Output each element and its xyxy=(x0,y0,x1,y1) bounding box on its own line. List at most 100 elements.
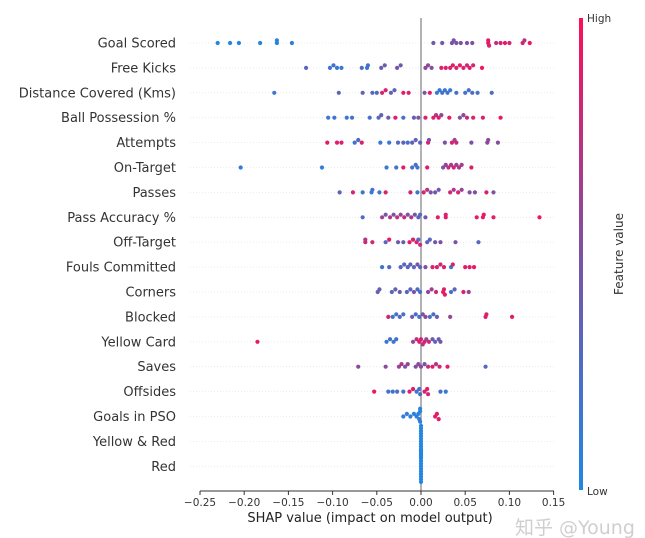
shap-point xyxy=(344,115,349,120)
shap-point xyxy=(445,364,450,369)
shap-point xyxy=(384,339,389,344)
shap-point xyxy=(425,240,430,245)
shap-point xyxy=(379,113,384,118)
shap-point xyxy=(486,43,492,48)
feature-label: Saves xyxy=(137,360,176,375)
shap-point xyxy=(395,215,400,220)
shap-point xyxy=(415,165,420,170)
shap-point xyxy=(443,389,448,394)
shap-point xyxy=(215,40,220,46)
shap-point xyxy=(384,165,389,170)
shap-point xyxy=(427,237,432,242)
shap-point xyxy=(425,187,430,192)
shap-point xyxy=(434,265,440,270)
shap-point xyxy=(411,115,417,120)
shap-point xyxy=(386,314,391,319)
shap-point xyxy=(434,90,440,95)
shap-point xyxy=(401,414,406,419)
shap-point xyxy=(450,63,455,68)
shap-point xyxy=(383,88,388,93)
shap-point xyxy=(467,65,472,70)
shap-point xyxy=(422,362,427,367)
shap-point xyxy=(334,140,340,145)
shap-point xyxy=(405,362,410,367)
shap-point xyxy=(365,63,371,68)
shap-point xyxy=(349,115,355,120)
shap-point xyxy=(387,265,392,270)
shap-point xyxy=(393,287,398,292)
shap-point xyxy=(457,115,462,120)
shap-point xyxy=(386,115,391,120)
shap-point xyxy=(388,90,394,95)
shap-point xyxy=(339,140,344,145)
shap-point xyxy=(425,63,431,68)
shap-point xyxy=(336,90,341,95)
shap-point xyxy=(527,40,532,46)
shap-point xyxy=(509,314,515,319)
shap-point xyxy=(334,65,340,70)
shap-point xyxy=(236,40,241,46)
shap-point xyxy=(418,242,423,247)
x-tick-label: 0.05 xyxy=(454,497,477,509)
shap-point xyxy=(470,90,475,95)
shap-point xyxy=(430,337,435,342)
shap-point xyxy=(415,262,420,267)
shap-point xyxy=(464,115,470,120)
shap-point xyxy=(332,115,337,120)
shap-point xyxy=(471,115,476,120)
shap-point xyxy=(470,40,475,46)
shap-point xyxy=(463,90,468,95)
x-tick-label: −0.10 xyxy=(317,497,349,509)
shap-point xyxy=(394,337,399,342)
shap-point xyxy=(464,40,470,46)
shap-point xyxy=(255,339,260,344)
shap-point xyxy=(402,262,407,267)
x-axis-label: SHAP value (impact on model output) xyxy=(247,511,492,526)
shap-point xyxy=(537,215,542,220)
x-tick-label: 0.00 xyxy=(409,497,432,509)
shap-point xyxy=(407,389,412,394)
shap-point xyxy=(327,65,333,70)
shap-point xyxy=(457,63,462,68)
shap-point xyxy=(383,364,388,369)
shap-point xyxy=(395,389,400,394)
shap-point xyxy=(394,165,399,170)
colorbar-high-label: High xyxy=(587,13,611,25)
shap-point xyxy=(486,38,491,43)
colorbar xyxy=(579,18,583,490)
shap-point xyxy=(380,265,385,270)
shap-point xyxy=(443,65,448,70)
shap-point xyxy=(377,287,382,292)
shap-point xyxy=(410,140,415,145)
shap-point xyxy=(486,137,491,143)
colorbar-low-label: Low xyxy=(587,486,608,498)
shap-point xyxy=(421,190,426,195)
shap-point xyxy=(435,215,440,220)
shap-point xyxy=(483,364,488,369)
shap-point xyxy=(383,240,388,245)
shap-point xyxy=(429,65,434,70)
shap-point xyxy=(401,240,406,245)
shap-point xyxy=(449,140,455,145)
shap-point xyxy=(414,389,419,394)
shap-point xyxy=(422,389,427,394)
shap-point xyxy=(443,162,448,167)
shap-point xyxy=(448,289,454,295)
feature-label: Off-Target xyxy=(113,236,176,251)
shap-point xyxy=(436,417,441,422)
shap-point xyxy=(325,140,330,145)
shap-point xyxy=(446,165,451,170)
shap-point xyxy=(418,289,423,295)
shap-point xyxy=(443,212,448,217)
shap-point xyxy=(404,289,409,295)
shap-point xyxy=(461,65,466,70)
shap-point xyxy=(413,137,418,143)
shap-point xyxy=(420,312,425,317)
shap-point xyxy=(391,212,396,217)
shap-point xyxy=(448,314,453,319)
shap-point xyxy=(370,240,375,245)
shap-point xyxy=(498,40,503,46)
shap-point xyxy=(464,63,470,68)
shap-point xyxy=(387,337,393,342)
feature-label: Yellow & Red xyxy=(92,435,176,450)
